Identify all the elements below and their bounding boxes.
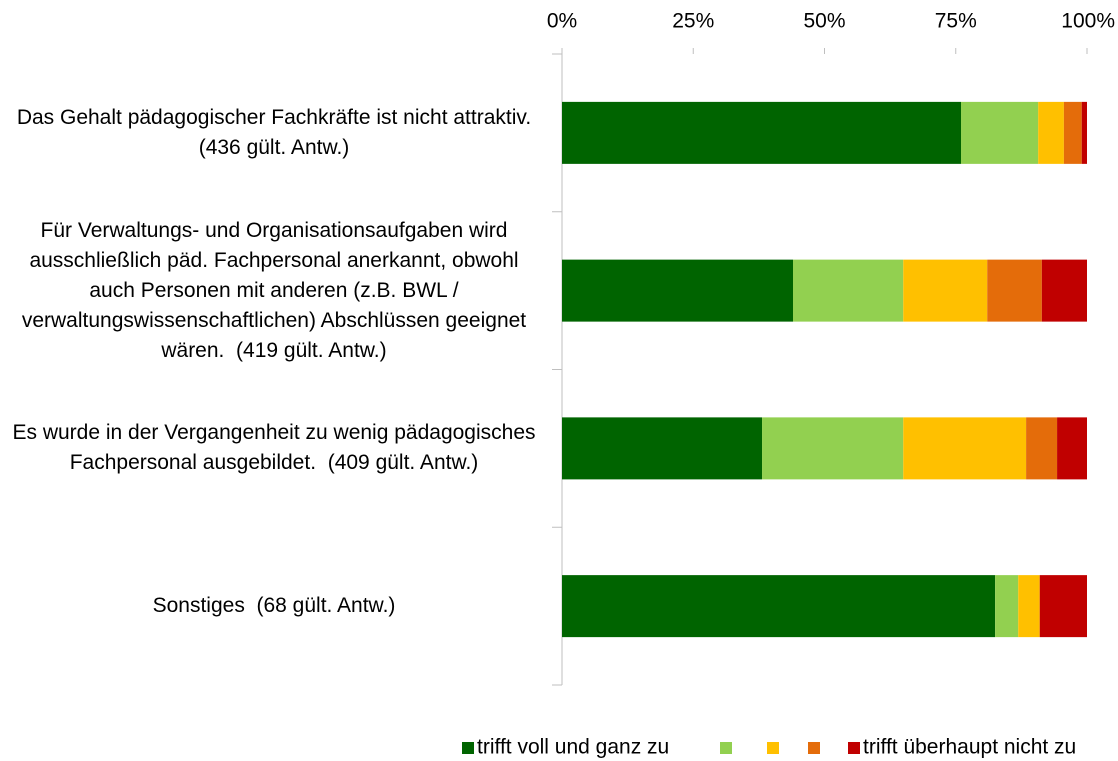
bar-segment (1039, 575, 1087, 638)
bar-segment (1026, 417, 1058, 480)
bar-segment (562, 575, 996, 638)
bar-segment (762, 417, 904, 480)
x-tick-label: 100% (1061, 10, 1115, 33)
x-tick-label: 25% (672, 10, 714, 33)
category-label: Das Gehalt pädagogischer Fachkräfte ist … (16, 105, 543, 159)
bar-segment (1018, 575, 1040, 638)
x-tick-label: 0% (547, 10, 577, 33)
legend-swatch (808, 742, 820, 754)
bar-segment (1081, 101, 1087, 164)
bar-segment (961, 101, 1039, 164)
bar-segment (995, 575, 1019, 638)
x-tick-label: 75% (935, 10, 977, 33)
bar-segment (1063, 101, 1082, 164)
bar-segment (562, 417, 763, 480)
category-label: Sonstiges (68 gült. Antw.) (152, 594, 396, 618)
legend-swatch (462, 742, 474, 754)
category-label: Es wurde in der Vergangenheit zu wenig p… (12, 421, 542, 475)
legend-swatch (848, 742, 860, 754)
category-label: Für Verwaltungs- und Organisationsaufgab… (21, 218, 532, 362)
bar-segment (1041, 259, 1087, 322)
bar-segment (1038, 101, 1064, 164)
bar-segment (987, 259, 1042, 322)
bar-segment (793, 259, 904, 322)
legend-swatch (720, 742, 732, 754)
x-tick-label: 50% (803, 10, 845, 33)
bar-segment (562, 101, 961, 164)
bar-segment (903, 417, 1027, 480)
bar-segment (562, 259, 793, 322)
bar-segment (1057, 417, 1087, 480)
legend-label: trifft überhaupt nicht zu (863, 736, 1076, 759)
legend-label: trifft voll und ganz zu (477, 736, 669, 759)
legend-swatch (767, 742, 779, 754)
bar-segment (903, 259, 988, 322)
